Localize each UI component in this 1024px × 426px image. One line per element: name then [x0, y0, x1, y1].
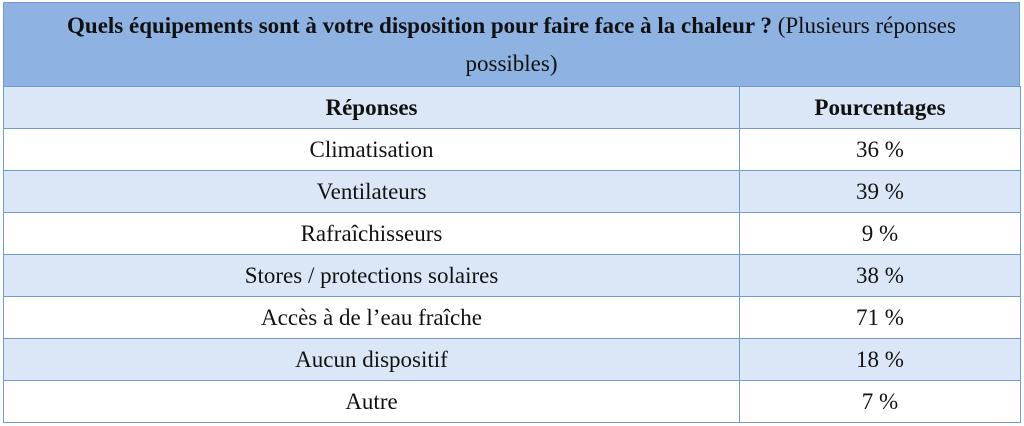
percent-cell: 71 % [739, 296, 1021, 339]
response-cell: Stores / protections solaires [3, 254, 740, 297]
response-cell: Climatisation [3, 128, 740, 171]
percent-cell: 38 % [739, 254, 1021, 297]
results-table: Réponses Pourcentages Climatisation 36 %… [3, 86, 1021, 423]
table-row: Ventilateurs 39 % [3, 170, 1021, 213]
table-row: Rafraîchisseurs 9 % [3, 212, 1021, 255]
caption-question: Quels équipements sont à votre dispositi… [67, 13, 772, 38]
caption-note: (Plusieurs réponses possibles) [465, 13, 956, 76]
table-caption: Quels équipements sont à votre dispositi… [3, 2, 1020, 86]
survey-table: Quels équipements sont à votre dispositi… [3, 2, 1021, 423]
percent-cell: 9 % [739, 212, 1021, 255]
response-cell: Autre [3, 380, 740, 423]
percent-cell: 36 % [739, 128, 1021, 171]
header-row: Réponses Pourcentages [3, 86, 1021, 129]
table-row: Aucun dispositif 18 % [3, 338, 1021, 381]
percent-cell: 7 % [739, 380, 1021, 423]
table-row: Climatisation 36 % [3, 128, 1021, 171]
response-cell: Accès à de l’eau fraîche [3, 296, 740, 339]
response-cell: Ventilateurs [3, 170, 740, 213]
response-cell: Rafraîchisseurs [3, 212, 740, 255]
table-row: Accès à de l’eau fraîche 71 % [3, 296, 1021, 339]
header-responses: Réponses [3, 86, 740, 129]
table-row: Stores / protections solaires 38 % [3, 254, 1021, 297]
table-row: Autre 7 % [3, 380, 1021, 423]
response-cell: Aucun dispositif [3, 338, 740, 381]
percent-cell: 39 % [739, 170, 1021, 213]
percent-cell: 18 % [739, 338, 1021, 381]
header-percentages: Pourcentages [739, 86, 1021, 129]
